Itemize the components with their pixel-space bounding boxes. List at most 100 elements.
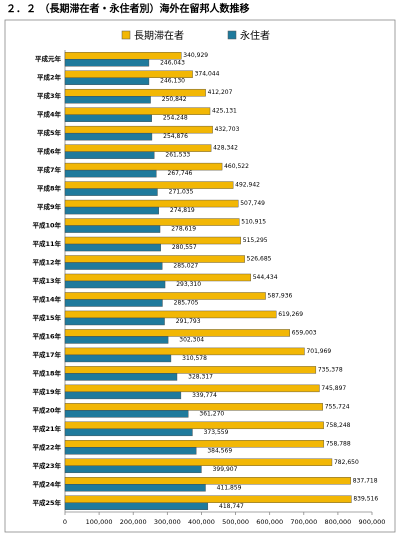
x-tick-label: 700,000	[290, 518, 317, 526]
value-label: 758,248	[326, 422, 351, 429]
bar	[64, 366, 317, 374]
value-label: 735,378	[318, 366, 343, 373]
x-tick-label: 400,000	[188, 518, 215, 526]
value-label: 701,969	[306, 348, 331, 355]
value-label: 250,842	[162, 96, 187, 103]
value-label: 374,044	[195, 71, 220, 78]
bar	[64, 181, 234, 189]
y-tick-label: 平成3年	[37, 91, 62, 100]
value-label: 492,942	[235, 182, 260, 189]
bar	[64, 88, 206, 97]
value-label: 510,915	[241, 219, 266, 226]
bar	[64, 107, 211, 115]
value-label: 340,929	[183, 52, 208, 59]
bar	[64, 354, 172, 363]
bar	[64, 310, 277, 319]
value-label: 328,317	[188, 373, 213, 380]
bar	[64, 347, 305, 356]
value-label: 310,578	[182, 355, 207, 362]
y-tick-label: 平成6年	[37, 147, 62, 156]
legend-label: 永住者	[240, 29, 270, 42]
bar	[64, 336, 169, 344]
value-label: 460,522	[224, 163, 249, 170]
bar	[64, 225, 161, 233]
bar	[64, 132, 153, 141]
bar	[64, 421, 324, 430]
y-tick-label: 平成8年	[37, 184, 62, 193]
value-label: 837,718	[353, 477, 378, 484]
value-label: 246,130	[160, 78, 185, 85]
bar	[64, 262, 163, 270]
bar	[64, 428, 193, 437]
value-label: 261,533	[165, 152, 190, 159]
legend-label: 長期滞在者	[134, 30, 184, 42]
bar	[64, 59, 150, 67]
bar	[64, 144, 212, 152]
bar	[64, 477, 351, 485]
bar	[64, 162, 223, 171]
bar	[64, 384, 320, 393]
bar	[64, 255, 245, 263]
bar	[64, 280, 166, 289]
value-label: 587,936	[268, 292, 293, 299]
x-tick-label: 600,000	[256, 518, 283, 526]
bar	[64, 77, 150, 85]
value-label: 278,619	[171, 226, 196, 233]
bar	[64, 236, 241, 245]
value-label: 271,035	[169, 189, 194, 196]
value-label: 544,434	[253, 274, 278, 281]
value-label: 412,207	[208, 89, 233, 96]
value-label: 274,819	[170, 207, 195, 214]
chart-border	[4, 19, 396, 533]
bar	[64, 169, 157, 178]
bar	[64, 440, 325, 448]
bar	[64, 458, 333, 466]
y-tick-label: 平成20年	[32, 405, 61, 414]
legend-swatch	[227, 30, 237, 40]
value-label: 399,907	[213, 466, 238, 473]
x-tick-label: 0	[63, 518, 67, 526]
value-label: 285,027	[173, 263, 198, 270]
value-label: 526,685	[247, 256, 272, 263]
value-label: 659,003	[292, 329, 317, 336]
value-label: 619,269	[278, 311, 303, 318]
bar	[64, 410, 189, 418]
value-label: 373,559	[204, 429, 229, 436]
value-label: 755,724	[325, 403, 350, 410]
y-tick-label: 平成25年	[32, 498, 61, 507]
bar	[64, 243, 161, 252]
value-label: 384,569	[207, 447, 232, 454]
value-label: 293,310	[176, 281, 201, 288]
y-tick-label: 平成22年	[32, 442, 61, 451]
y-tick-label: 平成19年	[32, 387, 61, 396]
value-label: 339,774	[192, 392, 217, 399]
y-tick-label: 平成13年	[32, 276, 61, 285]
bar	[64, 95, 151, 104]
y-tick-label: 平成12年	[32, 258, 61, 267]
bar	[64, 317, 165, 326]
x-tick-label: 900,000	[359, 518, 386, 526]
y-tick-label: 平成7年	[37, 165, 62, 174]
bar	[64, 484, 206, 492]
bar	[64, 391, 182, 400]
y-tick-label: 平成14年	[32, 294, 61, 303]
value-label: 839,516	[353, 496, 378, 503]
bar	[64, 273, 251, 282]
y-tick-label: 平成18年	[32, 368, 61, 377]
value-label: 246,043	[160, 59, 185, 66]
y-tick-label: 平成元年	[35, 54, 62, 63]
value-label: 254,248	[163, 115, 188, 122]
bar	[64, 403, 323, 411]
bar	[64, 52, 182, 60]
bar	[64, 465, 202, 474]
x-tick-label: 100,000	[86, 518, 113, 526]
value-label: 361,270	[199, 410, 224, 417]
bar	[64, 188, 158, 196]
x-tick-label: 200,000	[120, 518, 147, 526]
legend-swatch	[121, 30, 131, 40]
value-label: 411,859	[217, 484, 242, 491]
x-tick-label: 500,000	[222, 518, 249, 526]
y-tick-label: 平成2年	[37, 73, 62, 82]
value-label: 507,749	[240, 200, 265, 207]
